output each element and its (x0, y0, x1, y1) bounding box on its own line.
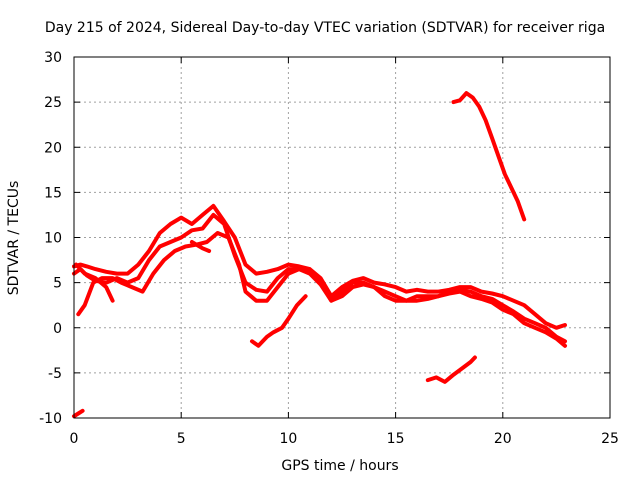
series-track-5 (250, 294, 308, 348)
grid (74, 57, 610, 418)
series-track-6 (72, 408, 85, 419)
y-tick-label: -5 (48, 366, 62, 382)
y-tick-label: 0 (53, 321, 62, 337)
series-track-7 (425, 355, 477, 384)
axis-ticks: 0 5 10 15 20 25 -10 -5 0 5 10 15 20 25 30 (39, 50, 619, 447)
y-tick-label: 25 (44, 95, 62, 111)
series-track-3 (76, 231, 567, 348)
series-track-4 (74, 262, 115, 303)
series-track-8 (451, 91, 527, 222)
x-tick-label: 0 (70, 431, 79, 447)
series-track-1 (72, 203, 567, 330)
x-axis-label: GPS time / hours (281, 458, 398, 474)
y-tick-label: 5 (53, 276, 62, 292)
y-tick-label: 30 (44, 50, 62, 66)
x-tick-label: 5 (177, 431, 186, 447)
data-traces (72, 91, 567, 419)
x-tick-label: 25 (601, 431, 619, 447)
y-tick-label: 10 (44, 231, 62, 247)
chart-title: Day 215 of 2024, Sidereal Day-to-day VTE… (45, 20, 605, 36)
y-tick-label: -10 (39, 411, 62, 427)
y-tick-label: 15 (44, 185, 62, 201)
y-tick-label: 20 (44, 140, 62, 156)
x-tick-label: 15 (387, 431, 405, 447)
series-track-9 (189, 240, 212, 253)
y-axis-label: SDTVAR / TECUs (6, 181, 22, 296)
x-tick-label: 20 (494, 431, 512, 447)
x-tick-label: 10 (279, 431, 297, 447)
